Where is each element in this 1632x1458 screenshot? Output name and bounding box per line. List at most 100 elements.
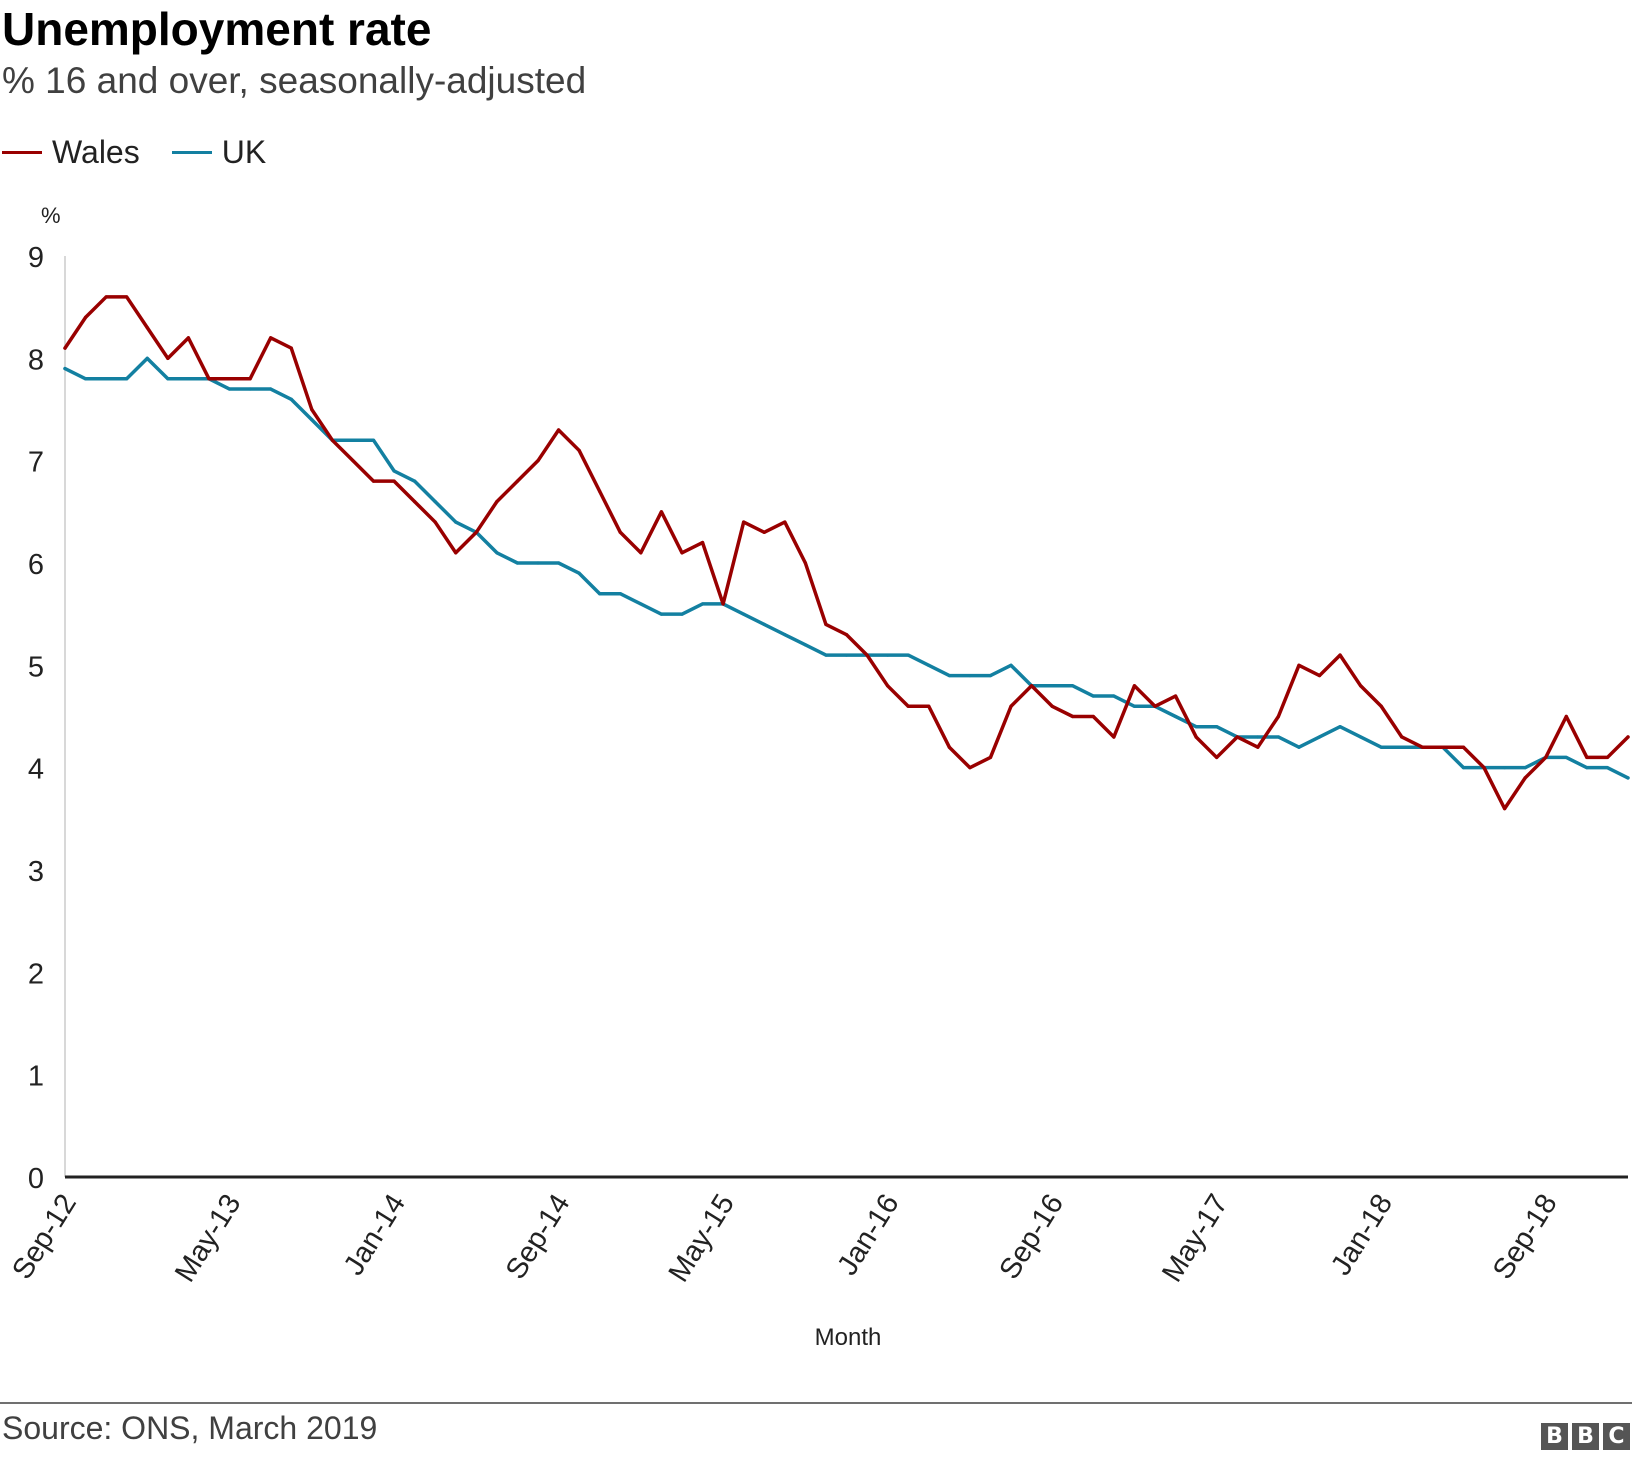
x-tick-label: Sep-12 — [6, 1189, 83, 1285]
x-tick-label: May-15 — [663, 1189, 741, 1288]
data-point-uk — [1173, 714, 1178, 719]
data-point-wales — [742, 520, 746, 524]
bbc-logo-letter-b2: B — [1572, 1423, 1599, 1450]
data-point-wales — [1585, 755, 1589, 760]
chart-title: Unemployment rate — [2, 3, 432, 55]
data-point-uk — [639, 602, 643, 606]
data-point-wales — [1050, 704, 1054, 708]
data-point-uk — [248, 387, 252, 391]
data-point-uk — [433, 500, 437, 504]
data-point-uk — [680, 612, 684, 616]
data-point-wales — [927, 704, 931, 708]
data-point-uk — [104, 377, 108, 381]
data-point-wales — [495, 500, 499, 504]
data-point-wales — [515, 479, 520, 483]
data-point-wales — [577, 448, 581, 453]
data-point-wales — [680, 551, 684, 555]
data-point-uk — [1297, 745, 1301, 749]
legend-label-uk: UK — [221, 134, 267, 170]
bbc-logo-letter-c: C — [1603, 1423, 1630, 1450]
bbc-logo-letter-b1: B — [1541, 1423, 1568, 1450]
y-axis-unit-label: % — [41, 203, 61, 228]
data-point-wales — [1379, 704, 1383, 708]
data-point-uk — [1071, 684, 1075, 688]
data-point-uk — [371, 438, 376, 442]
data-point-uk — [1564, 755, 1568, 760]
data-point-uk — [495, 551, 499, 555]
x-axis-title: Month — [815, 1324, 882, 1351]
data-point-uk — [1461, 766, 1466, 770]
data-point-uk — [988, 673, 993, 678]
series-line-wales — [63, 295, 1630, 811]
x-tick-label: Jan-14 — [338, 1189, 412, 1281]
data-point-wales — [968, 766, 972, 770]
data-point-wales — [186, 336, 190, 340]
data-point-wales — [1605, 755, 1610, 760]
data-point-wales — [1009, 704, 1013, 708]
data-point-uk — [1523, 766, 1527, 770]
data-point-wales — [1503, 807, 1507, 811]
data-point-uk — [1503, 766, 1507, 770]
data-point-uk — [577, 571, 581, 575]
bbc-logo: B B C — [1541, 1423, 1630, 1450]
y-tick-label: 0 — [28, 1163, 44, 1195]
data-point-uk — [454, 520, 458, 524]
data-point-uk — [515, 561, 520, 565]
data-point-uk — [83, 377, 88, 381]
data-point-uk — [269, 387, 273, 391]
data-point-uk — [742, 612, 746, 616]
data-point-uk — [762, 622, 766, 626]
data-point-uk — [556, 561, 561, 565]
data-point-wales — [1132, 684, 1137, 688]
data-point-wales — [413, 500, 417, 504]
data-point-wales — [433, 520, 437, 524]
data-point-uk — [145, 356, 149, 360]
data-point-uk — [351, 438, 355, 442]
data-point-wales — [1173, 694, 1178, 698]
data-point-wales — [1564, 714, 1568, 719]
data-point-wales — [289, 346, 293, 350]
data-point-wales — [248, 377, 252, 381]
data-point-wales — [1482, 766, 1486, 770]
data-point-uk — [598, 592, 602, 596]
data-point-uk — [536, 561, 540, 565]
data-point-wales — [721, 602, 725, 606]
data-point-uk — [618, 592, 622, 596]
data-point-wales — [166, 356, 170, 360]
data-point-uk — [1194, 725, 1198, 729]
data-point-wales — [1276, 714, 1280, 719]
data-point-wales — [906, 704, 910, 708]
data-point-wales — [125, 295, 129, 299]
data-point-wales — [1461, 745, 1466, 749]
data-point-wales — [392, 479, 396, 483]
data-point-wales — [1071, 714, 1075, 719]
data-point-uk — [824, 653, 828, 657]
data-point-wales — [803, 561, 807, 565]
x-tick-label: Jan-16 — [831, 1189, 905, 1281]
data-point-uk — [659, 612, 664, 616]
data-point-wales — [1626, 735, 1630, 739]
y-tick-label: 1 — [28, 1061, 44, 1093]
data-point-wales — [536, 459, 540, 463]
data-point-uk — [413, 479, 417, 483]
data-point-wales — [598, 489, 602, 493]
data-point-uk — [166, 377, 170, 381]
data-point-wales — [988, 755, 993, 760]
data-point-wales — [145, 326, 149, 330]
data-point-uk — [289, 397, 293, 401]
data-point-uk — [1626, 776, 1630, 780]
data-point-uk — [1256, 735, 1260, 739]
y-tick-label: 4 — [28, 754, 44, 786]
data-point-wales — [1297, 663, 1301, 667]
y-tick-label: 9 — [28, 242, 44, 274]
data-point-uk — [227, 387, 232, 391]
data-point-uk — [125, 377, 129, 381]
axes: % 0 1 2 3 4 5 6 7 8 9 Sep-12 May-13 Jan-14 Sep-14 May-1… — [6, 203, 1628, 1351]
data-point-uk — [927, 663, 931, 667]
data-point-wales — [947, 745, 951, 749]
data-point-wales — [1359, 684, 1363, 688]
data-point-uk — [1605, 766, 1610, 770]
x-tick-label: Sep-16 — [993, 1189, 1070, 1285]
data-point-uk — [1091, 694, 1095, 698]
data-point-wales — [1194, 735, 1198, 739]
